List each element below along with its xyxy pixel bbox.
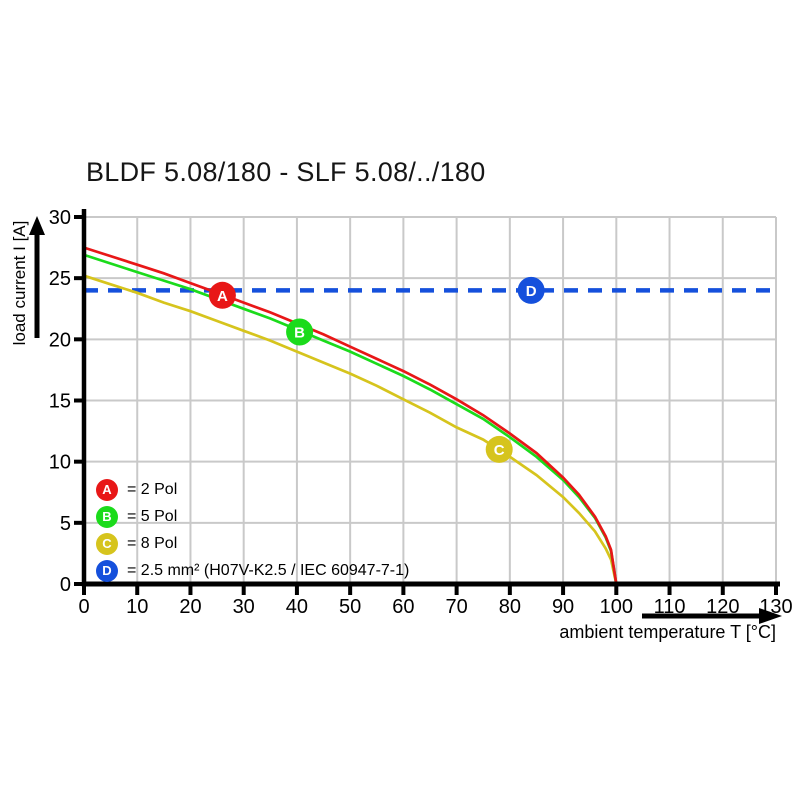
legend-item-8pol: C = 8 Pol	[96, 533, 409, 555]
x-tick-label-30: 30	[233, 596, 255, 618]
x-tick-label-60: 60	[392, 596, 414, 618]
x-tick-label-90: 90	[552, 596, 574, 618]
x-axis-arrow-icon	[642, 608, 782, 624]
marker-B	[286, 318, 314, 346]
marker-D	[517, 276, 545, 304]
legend-label-8pol: = 8 Pol	[127, 535, 178, 552]
marker-letter-C: C	[494, 442, 505, 459]
x-tick-label-0: 0	[78, 596, 89, 618]
x-axis-label: ambient temperature T [°C]	[559, 622, 776, 642]
legend-marker-a: A	[96, 479, 118, 501]
y-tick-label-20: 20	[49, 329, 71, 351]
marker-letter-A: A	[217, 288, 228, 305]
y-axis-label: load current I [A]	[10, 220, 29, 346]
chart-title: BLDF 5.08/180 - SLF 5.08/../180	[86, 157, 486, 187]
legend-marker-d: D	[96, 560, 118, 582]
x-tick-label-110: 110	[654, 596, 686, 618]
legend-label-wire: = 2.5 mm² (H07V-K2.5 / IEC 60947-7-1)	[127, 562, 410, 579]
legend-item-wire: D = 2.5 mm² (H07V-K2.5 / IEC 60947-7-1)	[96, 560, 409, 582]
y-tick-label-30: 30	[49, 207, 71, 229]
marker-A	[208, 281, 236, 309]
legend-label-2pol: = 2 Pol	[127, 481, 178, 498]
legend: A = 2 Pol B = 5 Pol C = 8 Pol D = 2.5 mm…	[96, 479, 409, 587]
curve-C	[83, 274, 618, 585]
x-tick-label-20: 20	[179, 596, 201, 618]
y-axis-arrow-icon	[29, 216, 45, 338]
curve-A	[83, 246, 618, 585]
marker-letter-B: B	[294, 324, 305, 341]
x-tick-label-70: 70	[445, 596, 467, 618]
marker-C	[485, 435, 513, 463]
legend-marker-b: B	[96, 506, 118, 528]
y-tick-label-0: 0	[60, 574, 71, 596]
y-tick-label-10: 10	[49, 452, 71, 474]
legend-item-5pol: B = 5 Pol	[96, 506, 409, 528]
y-tick-label-25: 25	[49, 268, 71, 290]
marker-letter-D: D	[526, 283, 537, 300]
legend-marker-c: C	[96, 533, 118, 555]
x-tick-label-120: 120	[706, 596, 739, 618]
x-tick-label-80: 80	[499, 596, 521, 618]
x-tick-label-40: 40	[286, 596, 308, 618]
y-tick-label-5: 5	[60, 513, 71, 535]
legend-label-5pol: = 5 Pol	[127, 508, 178, 525]
legend-item-2pol: A = 2 Pol	[96, 479, 409, 501]
x-tick-label-50: 50	[339, 596, 361, 618]
x-tick-label-10: 10	[126, 596, 148, 618]
x-tick-label-100: 100	[600, 596, 633, 618]
y-tick-label-15: 15	[49, 391, 71, 413]
